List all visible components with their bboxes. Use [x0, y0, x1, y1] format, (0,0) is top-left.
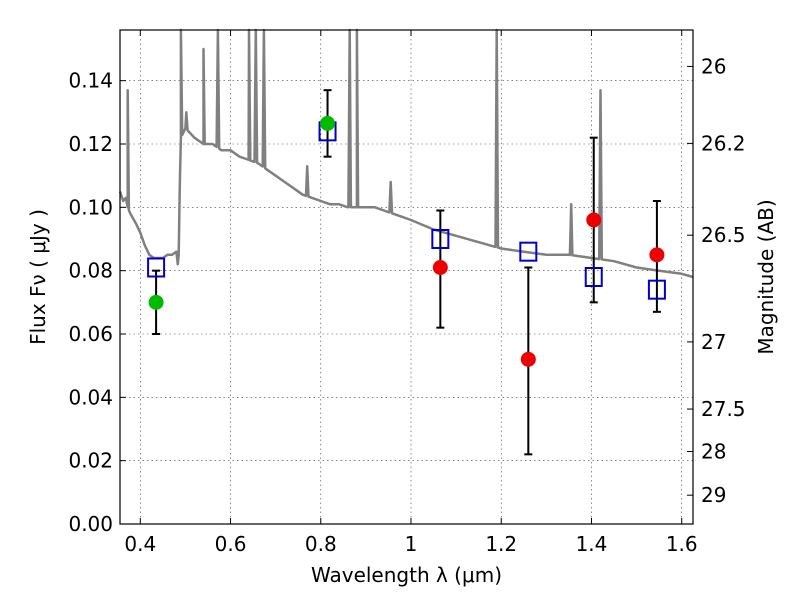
- optical-detection-point: [320, 115, 336, 131]
- right-tick-label: 28: [701, 439, 726, 463]
- right-tick-label: 26.2: [701, 131, 746, 155]
- y-tick-label: 0.10: [68, 195, 113, 219]
- y-tick-label: 0.02: [68, 449, 113, 473]
- nir-detection-point: [520, 351, 536, 367]
- x-tick-label: 1.4: [576, 532, 608, 556]
- right-tick-label: 27.5: [701, 397, 746, 421]
- y-tick-label: 0.00: [68, 512, 113, 536]
- model-point: [519, 241, 538, 262]
- nir-detection-point: [432, 260, 448, 275]
- nir-detection-point: [586, 212, 602, 228]
- right-tick-label: 27: [701, 330, 726, 354]
- y-tick-label: 0.04: [68, 385, 113, 409]
- model-point: [431, 229, 450, 249]
- y-tick-label: 0.14: [68, 69, 113, 93]
- x-tick-label: 0.6: [215, 532, 247, 556]
- y-tick-label: 0.12: [68, 132, 113, 156]
- y-tick-label: 0.08: [68, 259, 113, 283]
- y-tick-label: 0.06: [68, 322, 113, 346]
- x-tick-label: 0.8: [305, 532, 337, 556]
- optical-detection-point: [148, 294, 164, 310]
- x-tick-label: 0.4: [124, 532, 156, 556]
- right-tick-label: 29: [701, 483, 726, 507]
- x-axis-label: Wavelength λ (μm): [311, 563, 502, 587]
- ticks: 0.4 0.6 0.8 1 1.2 1.4 1.6 0.00 0.02 0.04 0.06 0.08 0…: [68, 30, 746, 556]
- right-tick-label: 26: [701, 54, 726, 78]
- x-tick-label: 1.6: [666, 532, 698, 556]
- nir-detection-point: [649, 247, 665, 263]
- x-tick-label: 1.2: [485, 532, 517, 556]
- right-y-axis-label: Magnitude (AB): [754, 199, 778, 354]
- model-point: [584, 267, 603, 287]
- x-tick-label: 1: [405, 532, 418, 556]
- y-axis-label: Flux Fν ( μJy ): [26, 209, 50, 345]
- model-points: [147, 121, 666, 300]
- model-point: [647, 279, 666, 300]
- model-point: [147, 257, 166, 278]
- right-tick-label: 26.5: [701, 223, 746, 247]
- detections: [148, 115, 665, 367]
- plot-frame: [119, 29, 694, 525]
